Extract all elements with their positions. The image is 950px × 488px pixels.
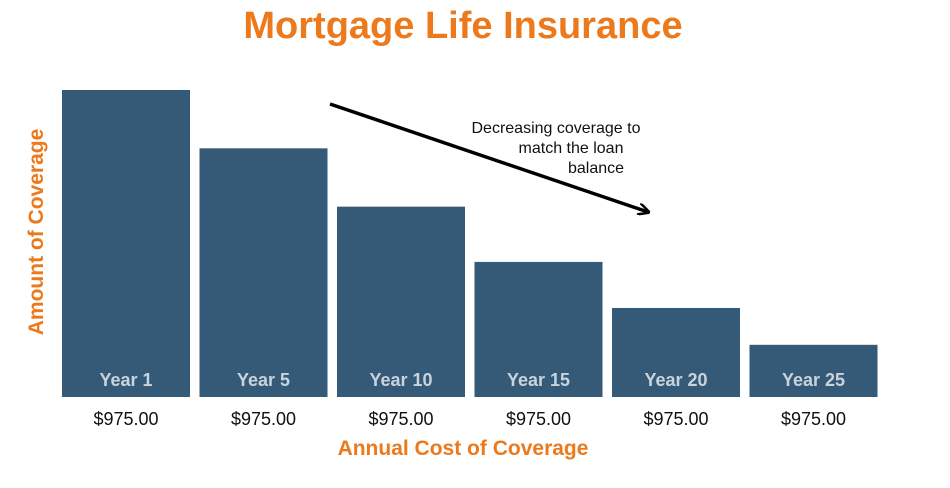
bar-year-10 (337, 206, 465, 397)
bars-group (62, 90, 878, 397)
cost-label: $975.00 (231, 409, 296, 429)
annotation-line-3: balance (568, 160, 624, 177)
annotation-line-1: Decreasing coverage to (472, 120, 641, 137)
bar-year-20 (612, 307, 740, 397)
cost-labels-group: $975.00 $975.00 $975.00 $975.00 $975.00 $975.… (93, 409, 846, 429)
bar-year-1 (62, 90, 190, 397)
chart-title: Mortgage Life Insurance (243, 5, 682, 47)
cost-label: $975.00 (643, 409, 708, 429)
annotation: Decreasing coverage to match the loan ba… (472, 120, 641, 177)
y-axis-label: Amount of Coverage (25, 129, 48, 336)
bar-year-15 (474, 261, 603, 397)
bar-category-label: Year 15 (507, 370, 570, 390)
cost-label: $975.00 (368, 409, 433, 429)
bar-category-label: Year 25 (782, 370, 845, 390)
bar-category-label: Year 10 (369, 370, 432, 390)
cost-label: $975.00 (781, 409, 846, 429)
cost-label: $975.00 (93, 409, 158, 429)
bar-category-label: Year 1 (99, 370, 152, 390)
cost-label: $975.00 (506, 409, 571, 429)
bar-category-label: Year 5 (237, 370, 290, 390)
bar-labels-group: Year 1 Year 5 Year 10 Year 15 Year 20 Year 25 (99, 370, 845, 390)
bar-year-5 (199, 148, 328, 397)
bar-category-label: Year 20 (644, 370, 707, 390)
x-axis-label: Annual Cost of Coverage (338, 437, 589, 460)
trend-arrow (329, 102, 648, 212)
bar-year-25 (749, 344, 878, 397)
annotation-line-2: match the loan (519, 140, 624, 157)
